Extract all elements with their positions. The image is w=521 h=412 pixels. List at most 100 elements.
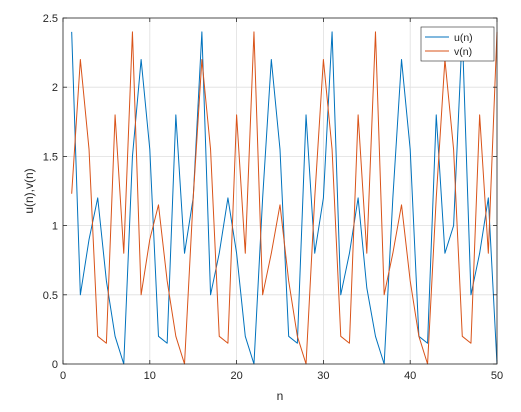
data-point (279, 148, 281, 150)
series-v (70, 31, 498, 365)
data-point (383, 294, 385, 296)
data-point (331, 148, 333, 150)
data-point (322, 58, 324, 60)
data-point (88, 238, 90, 240)
series-layer (70, 31, 498, 365)
data-point (105, 280, 107, 282)
data-point (270, 252, 272, 254)
data-point (444, 252, 446, 254)
x-axis-label: n (277, 389, 284, 403)
series-line-v (71, 31, 498, 365)
data-point (400, 58, 402, 60)
data-point (314, 197, 316, 199)
y-tick-label: 1.5 (43, 151, 58, 163)
data-point (105, 342, 107, 344)
data-point (348, 342, 350, 344)
data-point (279, 204, 281, 206)
data-point (70, 193, 72, 195)
data-point (348, 252, 350, 254)
data-point (409, 148, 411, 150)
data-point (131, 31, 133, 33)
data-point (235, 114, 237, 116)
data-point (478, 114, 480, 116)
data-point (114, 335, 116, 337)
data-point (287, 280, 289, 282)
legend-label-v: v(n) (454, 46, 472, 58)
data-point (261, 294, 263, 296)
data-point (157, 335, 159, 337)
data-point (357, 197, 359, 199)
data-point (470, 294, 472, 296)
data-point (201, 31, 203, 33)
data-point (435, 197, 437, 199)
data-point (374, 335, 376, 337)
data-point (435, 114, 437, 116)
data-point (270, 58, 272, 60)
data-point (487, 252, 489, 254)
data-point (409, 280, 411, 282)
data-point (235, 252, 237, 254)
data-point (340, 294, 342, 296)
y-tick-label: 0 (52, 359, 58, 371)
data-point (322, 197, 324, 199)
y-tick-label: 2.5 (43, 13, 58, 25)
data-point (287, 335, 289, 337)
data-point (452, 148, 454, 150)
data-point (97, 335, 99, 337)
data-point (470, 342, 472, 344)
x-tick-label: 40 (404, 370, 416, 382)
data-point (357, 114, 359, 116)
data-point (478, 252, 480, 254)
data-point (366, 287, 368, 289)
x-tick-label: 0 (60, 370, 66, 382)
data-point (305, 114, 307, 116)
data-point (261, 197, 263, 199)
x-tick-label: 50 (491, 370, 503, 382)
y-axis-label: u(n),v(n) (22, 168, 36, 213)
data-point (461, 335, 463, 337)
data-point (227, 197, 229, 199)
data-point (209, 294, 211, 296)
data-point (296, 335, 298, 337)
data-point (97, 197, 99, 199)
data-point (175, 114, 177, 116)
data-point (227, 342, 229, 344)
y-tick-label: 0.5 (43, 290, 58, 302)
data-point (183, 252, 185, 254)
data-point (392, 252, 394, 254)
data-point (123, 252, 125, 254)
ticks (62, 17, 498, 365)
data-point (166, 280, 168, 282)
data-point (149, 148, 151, 150)
data-point (79, 294, 81, 296)
data-point (131, 155, 133, 157)
data-point (140, 294, 142, 296)
axes-box (62, 17, 498, 365)
data-point (244, 335, 246, 337)
plot-area (63, 18, 497, 364)
data-point (201, 58, 203, 60)
data-point (400, 204, 402, 206)
legend-label-u: u(n) (454, 32, 473, 44)
y-tick-label: 1 (52, 221, 58, 233)
y-tick-label: 2 (52, 82, 58, 94)
data-point (175, 335, 177, 337)
data-point (296, 342, 298, 344)
data-point (244, 252, 246, 254)
data-point (149, 238, 151, 240)
data-point (452, 224, 454, 226)
data-point (487, 197, 489, 199)
data-point (192, 197, 194, 199)
data-point (157, 204, 159, 206)
x-tick-label: 20 (230, 370, 242, 382)
data-point (209, 148, 211, 150)
data-point (314, 252, 316, 254)
data-point (218, 335, 220, 337)
data-point (418, 335, 420, 337)
data-point (70, 31, 72, 33)
data-point (374, 31, 376, 33)
legend: u(n) v(n) (420, 26, 495, 62)
data-point (140, 58, 142, 60)
legend-box (420, 26, 495, 62)
